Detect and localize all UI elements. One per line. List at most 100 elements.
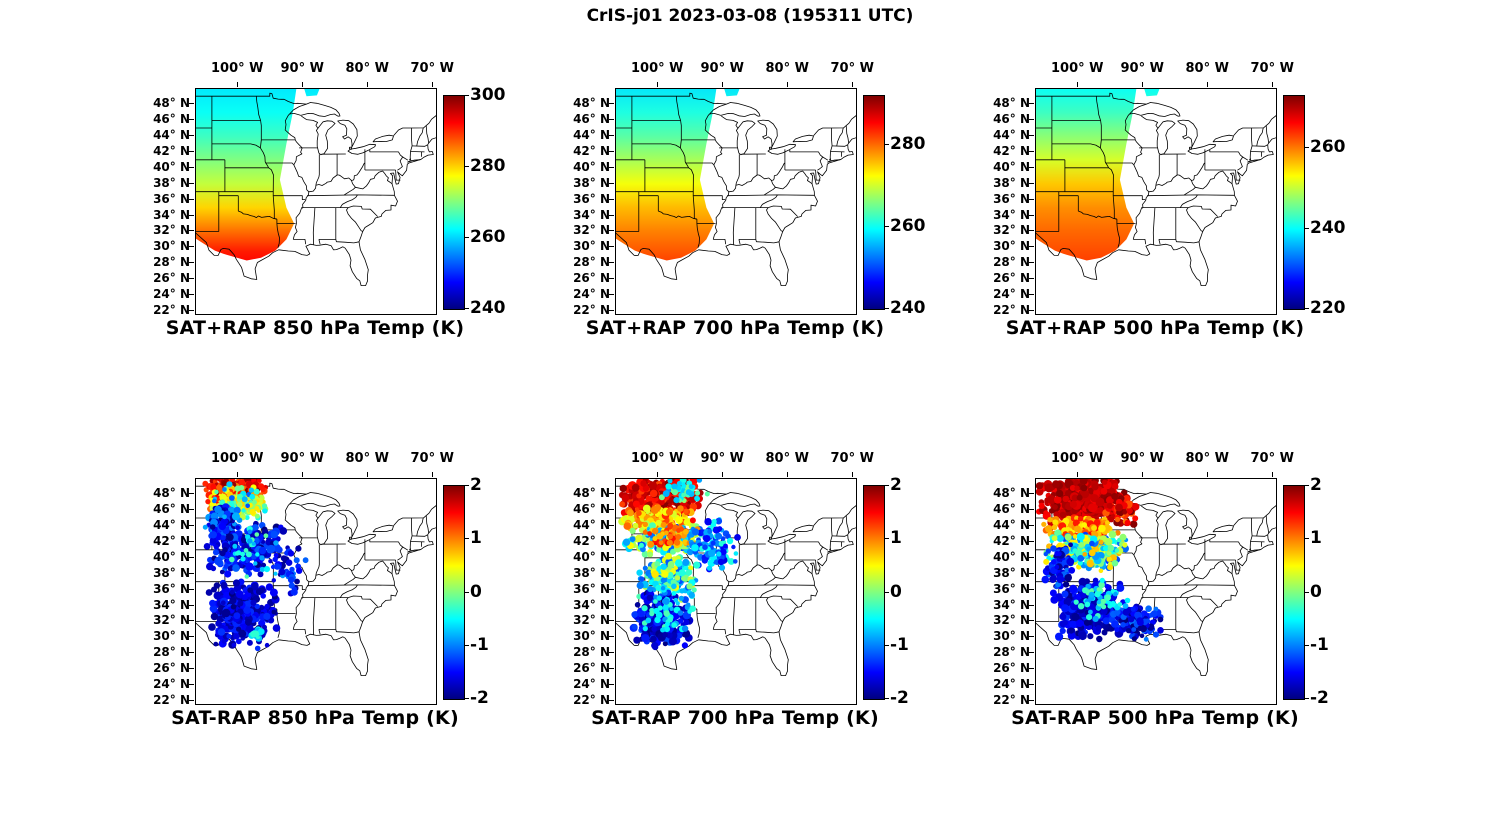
obs-dot — [1111, 560, 1119, 567]
lon-tick-label: 70° W — [830, 451, 874, 466]
lon-tick-label: 90° W — [1120, 451, 1164, 466]
obs-dot — [1051, 559, 1057, 565]
obs-dot — [243, 548, 249, 553]
state-boundary — [1222, 560, 1233, 575]
panel-sat-minus-rap-700: 100° W 90° W 80° W 70° W 48° N 46° N 44° N 42° … — [540, 445, 960, 770]
state-boundary — [412, 534, 428, 537]
obs-dot — [235, 590, 244, 599]
lat-tick-mark — [189, 700, 194, 702]
lat-tick-label: 32° N — [153, 613, 190, 628]
state-boundary — [713, 139, 723, 165]
lon-tick-label: 70° W — [830, 61, 874, 76]
obs-dot — [203, 543, 211, 550]
obs-dot — [245, 551, 252, 558]
lake-outline — [736, 120, 756, 156]
lat-tick-label: 26° N — [993, 661, 1030, 676]
obs-dot — [1096, 587, 1102, 592]
state-boundary — [696, 609, 716, 614]
satellite-swath — [1036, 89, 1137, 261]
obs-dot — [633, 636, 641, 644]
state-boundary — [685, 162, 715, 166]
lon-tick-mark — [237, 472, 239, 477]
state-boundary — [301, 115, 319, 129]
lat-tick-mark — [189, 182, 194, 184]
lat-tick-label: 22° N — [153, 303, 190, 318]
lat-tick-label: 22° N — [993, 303, 1030, 318]
state-boundary — [301, 505, 319, 519]
obs-dot — [1056, 489, 1064, 498]
obs-dot — [1094, 546, 1100, 552]
state-boundary — [836, 517, 844, 537]
lat-tick-label: 44° N — [993, 127, 1030, 142]
obs-dot — [677, 505, 684, 512]
state-boundary — [732, 207, 736, 246]
state-boundary — [828, 128, 833, 161]
obs-dot — [235, 638, 242, 645]
obs-dot — [232, 564, 240, 572]
obs-dot — [1119, 533, 1127, 541]
obs-dot — [256, 508, 261, 513]
obs-dot — [1054, 550, 1060, 557]
us-map-boundaries — [616, 92, 856, 286]
lon-tick-label: 90° W — [280, 451, 324, 466]
lat-tick-mark — [609, 604, 614, 606]
lat-tick-label: 28° N — [573, 255, 610, 270]
obs-dot — [677, 618, 684, 624]
obs-dot — [1041, 521, 1047, 527]
obs-dot — [1132, 503, 1140, 511]
obs-dot — [229, 597, 237, 605]
obs-dot — [681, 492, 686, 498]
lat-tick-mark — [1029, 604, 1034, 606]
obs-dot — [653, 599, 658, 604]
obs-dot — [226, 481, 233, 488]
lake-outline — [1177, 509, 1198, 538]
obs-dot — [302, 557, 309, 564]
colorbar-tick-mark — [465, 166, 469, 167]
lon-tick-label: 80° W — [345, 451, 389, 466]
lat-tick-label: 34° N — [153, 207, 190, 222]
obs-dot — [1088, 549, 1096, 557]
colorbar — [1283, 95, 1305, 310]
obs-dot — [1124, 519, 1131, 527]
lat-tick-label: 34° N — [993, 597, 1030, 612]
obs-dot — [233, 612, 241, 620]
lat-tick-mark — [1029, 246, 1034, 248]
obs-dot — [244, 515, 250, 521]
obs-dot — [645, 495, 652, 501]
obs-dot — [202, 480, 209, 487]
obs-dot — [1087, 633, 1094, 640]
satellite-swath — [616, 89, 717, 261]
obs-dot — [686, 583, 693, 590]
obs-dot — [1095, 497, 1105, 507]
obs-dot — [1066, 557, 1075, 566]
obs-dot — [671, 622, 677, 628]
obs-dot — [202, 524, 208, 530]
obs-dot — [1157, 616, 1164, 623]
lat-tick-label: 34° N — [993, 207, 1030, 222]
obs-dot — [1059, 511, 1067, 519]
coastline — [196, 482, 307, 495]
obs-dot — [253, 488, 260, 495]
obs-dot — [676, 480, 682, 487]
lake-outline — [709, 102, 761, 117]
state-boundary — [1133, 139, 1143, 165]
lat-tick-label: 42° N — [573, 533, 610, 548]
lat-tick-mark — [609, 214, 614, 216]
lon-tick-label: 100° W — [630, 451, 684, 466]
lon-tick-mark — [657, 82, 659, 87]
obs-dot — [1101, 629, 1108, 636]
obs-dot — [252, 524, 259, 531]
obs-dot — [621, 494, 630, 502]
obs-dot — [636, 593, 642, 600]
lon-tick-label: 100° W — [1050, 451, 1104, 466]
obs-dot — [1104, 594, 1111, 601]
obs-dot — [1065, 490, 1072, 497]
obs-dot — [246, 639, 253, 646]
state-boundary — [789, 149, 824, 171]
lat-tick-mark — [189, 278, 194, 280]
colorbar-tick-label: 0 — [1310, 581, 1322, 602]
lat-tick-label: 36° N — [573, 191, 610, 206]
state-boundary — [815, 169, 821, 181]
state-boundary — [775, 560, 803, 580]
state-boundary — [1147, 194, 1235, 197]
